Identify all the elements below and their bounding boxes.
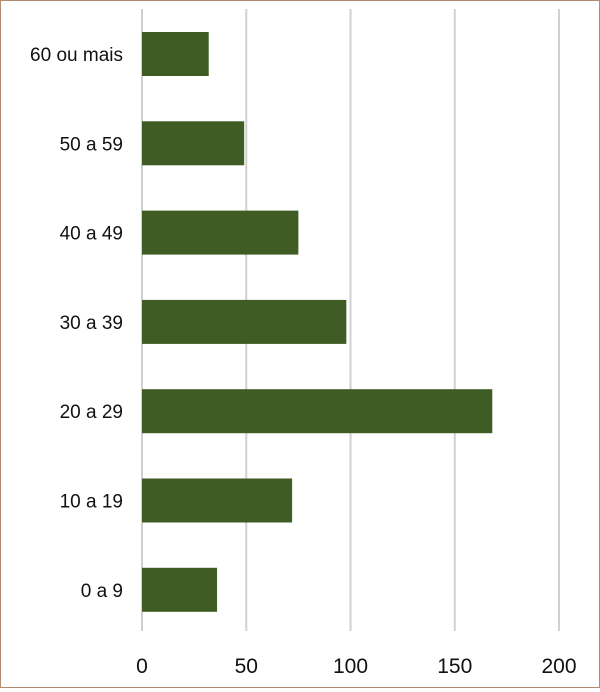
bar-40-a-49 bbox=[142, 210, 299, 255]
category-label: 0 a 9 bbox=[81, 581, 123, 602]
x-tick-label: 50 bbox=[235, 655, 258, 678]
x-tick-label: 0 bbox=[136, 655, 148, 678]
x-tick-label: 150 bbox=[437, 655, 472, 678]
bar-20-a-29 bbox=[142, 389, 493, 434]
bar-0-a-9 bbox=[142, 567, 218, 612]
category-label: 30 a 39 bbox=[60, 313, 123, 334]
bar-10-a-19 bbox=[142, 478, 293, 523]
bar-30-a-39 bbox=[142, 299, 347, 344]
category-label: 10 a 19 bbox=[60, 492, 123, 513]
category-label: 40 a 49 bbox=[60, 224, 123, 245]
category-label: 20 a 29 bbox=[60, 402, 123, 423]
x-tick-label: 100 bbox=[333, 655, 368, 678]
category-labels: 60 ou mais 50 a 59 40 a 49 30 a 39 20 a 29 10… bbox=[30, 45, 123, 602]
bars bbox=[142, 32, 493, 612]
x-tick-label: 200 bbox=[541, 655, 576, 678]
bar-50-a-59 bbox=[142, 121, 245, 166]
x-tick-labels: 0 50 100 150 200 bbox=[136, 655, 576, 678]
bar-60-ou-mais bbox=[142, 32, 209, 76]
category-label: 60 ou mais bbox=[30, 45, 123, 66]
category-label: 50 a 59 bbox=[60, 134, 123, 155]
gridlines bbox=[141, 9, 560, 631]
